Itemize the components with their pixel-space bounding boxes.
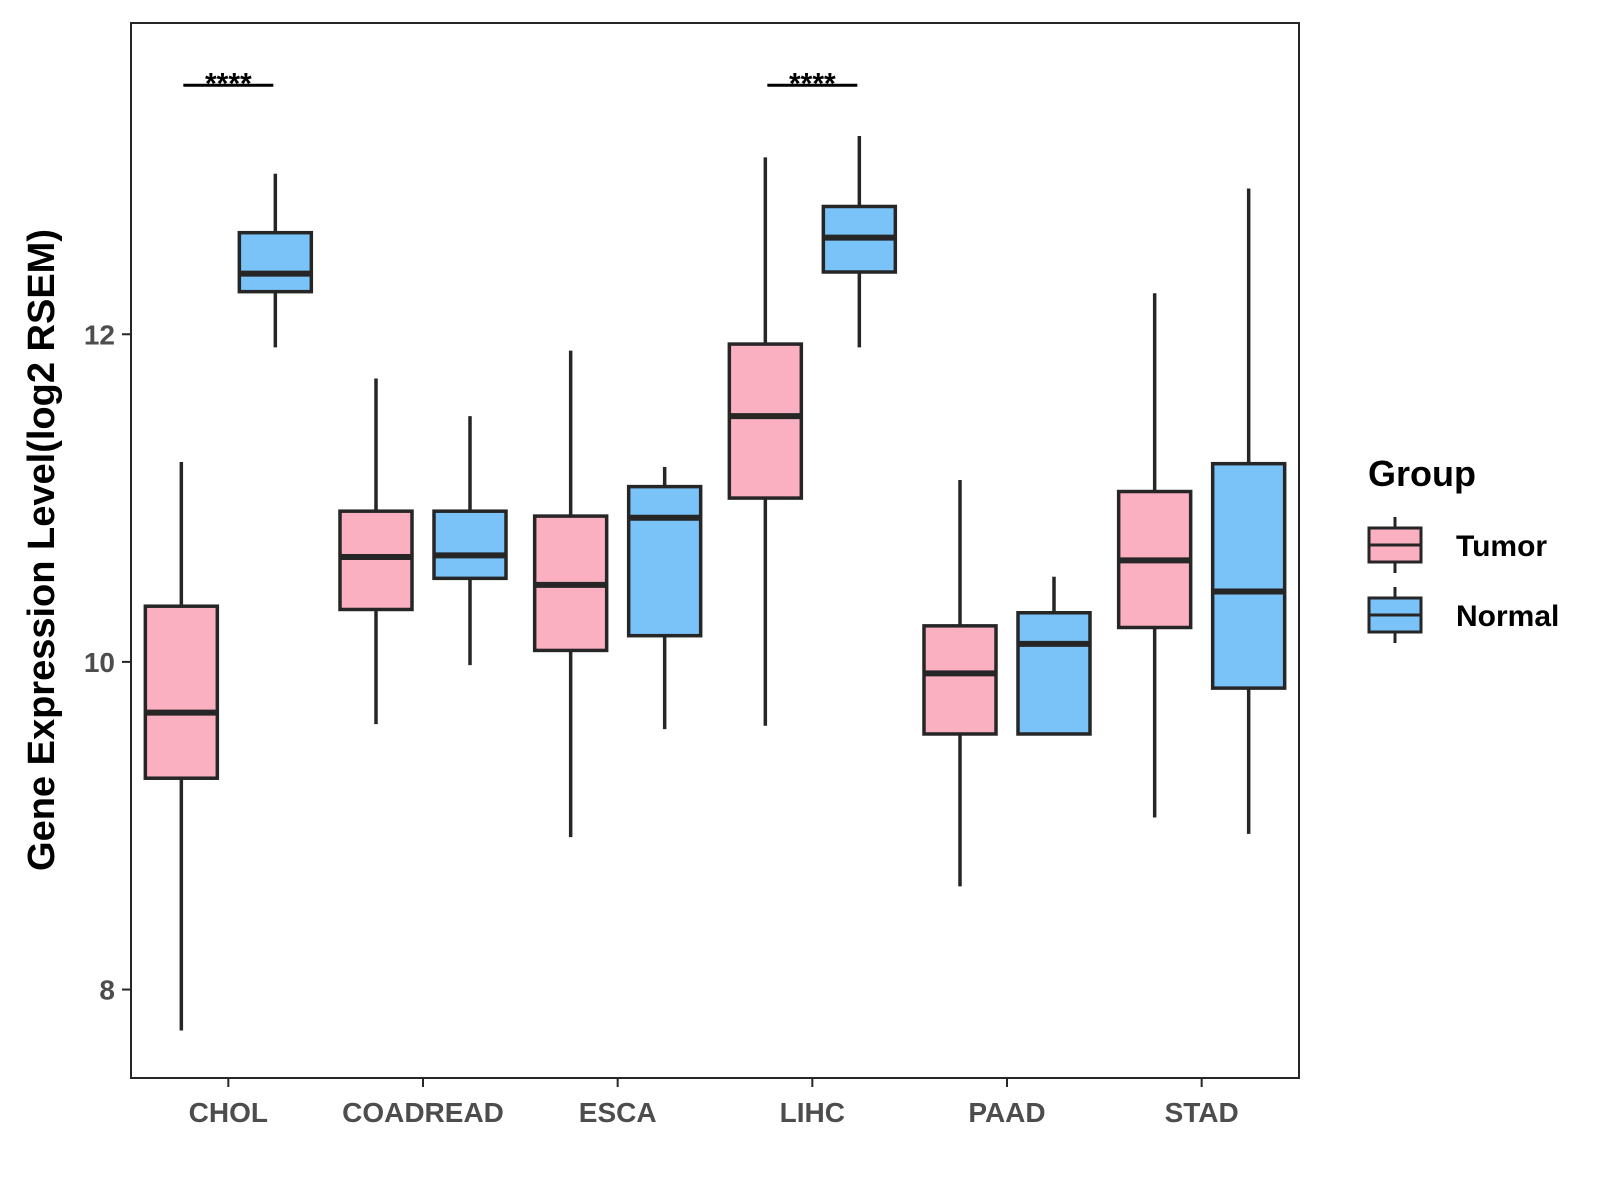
box-body [1210, 461, 1287, 690]
significance-layer: **** **** [183, 67, 858, 100]
box-tumor-chol [143, 462, 220, 1031]
y-axis-title: Gene Expression Level(log2 RSEM) [21, 229, 63, 871]
x-tick-label: PAAD [968, 1097, 1045, 1128]
box-tumor-coadread [338, 378, 414, 725]
box-body [432, 509, 508, 581]
y-axis: 8 10 12 [84, 319, 131, 1006]
legend-entry-normal: Normal [1367, 587, 1559, 643]
legend-label: Tumor [1456, 530, 1547, 563]
box-body [727, 342, 804, 500]
x-tick-label: COADREAD [342, 1097, 504, 1128]
box-tumor-stad [1116, 293, 1193, 818]
box-tumor-paad [922, 480, 998, 887]
box-body [922, 624, 998, 736]
y-tick-label: 12 [84, 319, 115, 350]
box-tumor-lihc [727, 157, 804, 726]
x-tick-label: ESCA [579, 1097, 657, 1128]
legend-entry-tumor: Tumor [1367, 517, 1547, 573]
box-normal-esca [626, 466, 703, 730]
significance-label: **** [205, 67, 252, 100]
x-axis: CHOL COADREAD ESCA LIHC PAAD STAD [189, 1078, 1239, 1128]
box-normal-lihc [821, 136, 898, 348]
box-body [338, 509, 414, 612]
box-normal-chol [237, 173, 314, 348]
box-normal-stad [1210, 188, 1287, 834]
boxes-layer [143, 136, 1287, 1031]
box-normal-paad [1016, 576, 1092, 736]
legend: Group Tumor Normal [1367, 453, 1559, 643]
x-tick-label: STAD [1165, 1097, 1239, 1128]
y-tick-label: 8 [99, 975, 115, 1006]
box-body [143, 604, 220, 780]
box-normal-coadread [432, 416, 508, 666]
box-body [1016, 611, 1092, 736]
legend-title: Group [1368, 453, 1476, 494]
box-body [237, 230, 314, 294]
plot-panel-border [130, 22, 1300, 1079]
x-tick-label: CHOL [189, 1097, 268, 1128]
legend-label: Normal [1456, 600, 1559, 633]
box-body [626, 484, 703, 638]
box-tumor-esca [532, 350, 609, 838]
y-tick-label: 10 [84, 647, 115, 678]
significance-label: **** [789, 67, 836, 100]
x-tick-label: LIHC [780, 1097, 845, 1128]
